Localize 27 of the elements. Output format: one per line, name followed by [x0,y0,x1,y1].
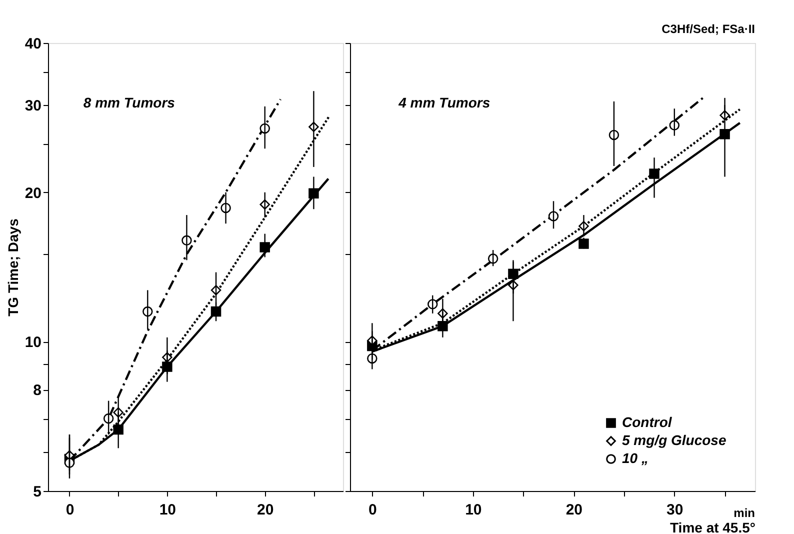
annotation: 4 mm Tumors [398,94,490,110]
x-tick-label: 10 [465,502,482,518]
x-tick-label: 10 [159,502,176,518]
y-tick-label: 20 [24,184,42,202]
y-tick-label: 40 [24,36,42,52]
text: min [734,506,755,520]
x-tick-label: 0 [368,502,377,518]
text: C3Hf/Sed; FSa·II [662,22,755,36]
legend-label: 10 „ [622,450,648,466]
x-tick-label: 20 [257,502,274,518]
point [260,242,270,252]
annotation: 8 mm Tumors [83,94,176,110]
y-axis-title: TG Time; Days [4,218,21,316]
point [720,129,730,140]
point [162,362,172,372]
x-axis-title: Time at 45.5° [670,520,756,534]
legend-label: Control [622,414,673,430]
x-tick-label: 30 [666,502,684,518]
x-tick-label: 0 [66,502,74,518]
y-tick-label: 10 [24,334,42,352]
y-tick-label: 8 [33,382,42,400]
x-tick-label: 20 [566,502,582,518]
y-tick-label: 30 [24,97,42,114]
point [508,268,518,279]
legend-label: 5 mg/g Glucose [622,432,726,448]
point [649,168,660,179]
y-tick-label: 5 [33,484,42,500]
